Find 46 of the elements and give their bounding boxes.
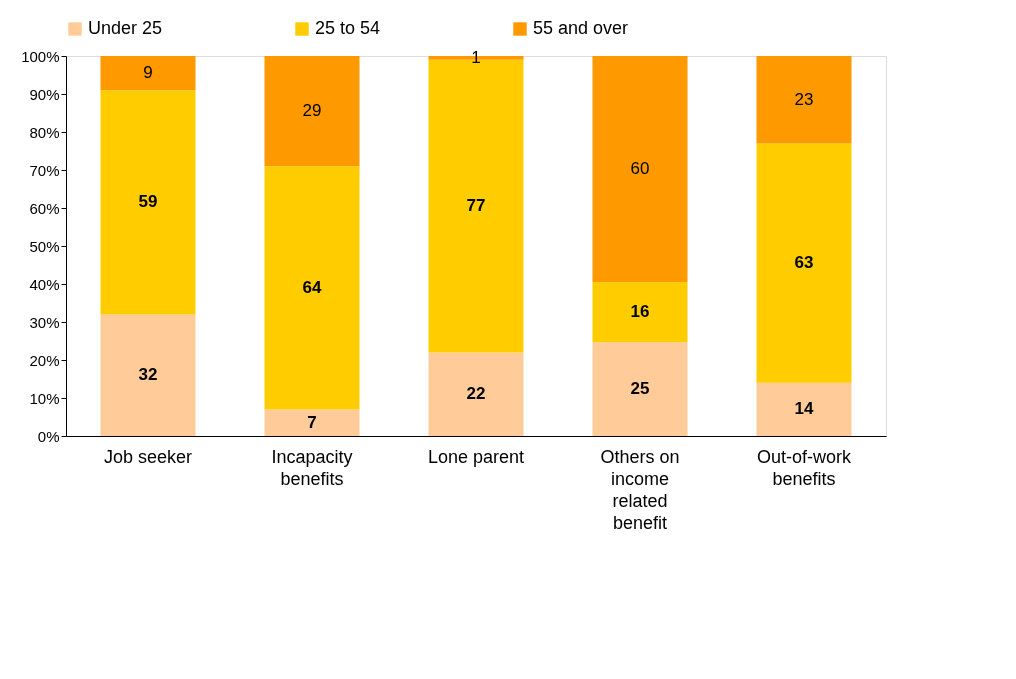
y-tick-label: 0% bbox=[37, 427, 60, 445]
y-tick-label: 20% bbox=[29, 351, 60, 369]
data-label: 25 bbox=[630, 379, 650, 399]
data-label: 16 bbox=[630, 302, 650, 322]
data-label: 7 bbox=[307, 412, 317, 432]
y-tick-label: 60% bbox=[29, 199, 60, 217]
data-label: 64 bbox=[302, 277, 322, 297]
y-tick-label: 50% bbox=[29, 237, 60, 255]
data-label: 14 bbox=[794, 399, 814, 419]
data-label: 77 bbox=[466, 196, 486, 216]
legend-label: Under 25 bbox=[88, 18, 163, 38]
y-tick-label: 70% bbox=[29, 161, 60, 179]
data-label: 32 bbox=[138, 365, 158, 385]
bar bbox=[756, 56, 852, 144]
y-tick-label: 40% bbox=[29, 275, 60, 293]
y-tick-label: 90% bbox=[29, 85, 60, 103]
bar bbox=[756, 143, 852, 383]
bar bbox=[264, 409, 360, 436]
data-label: 63 bbox=[794, 253, 814, 273]
bar bbox=[100, 314, 196, 436]
data-label: 29 bbox=[302, 101, 322, 121]
x-tick-label: Job seeker bbox=[103, 446, 193, 467]
y-tick-label: 10% bbox=[29, 389, 60, 407]
legend-label: 55 and over bbox=[533, 18, 629, 38]
bar bbox=[592, 56, 688, 283]
data-label: 60 bbox=[630, 159, 650, 179]
y-tick-label: 30% bbox=[29, 313, 60, 331]
bar bbox=[100, 56, 196, 91]
x-tick-label: Incapacity benefits bbox=[271, 446, 353, 489]
x-tick-label: Lone parent bbox=[427, 446, 525, 467]
x-tick-label: Others on income related benefit bbox=[600, 446, 680, 533]
data-label: 22 bbox=[466, 384, 486, 404]
y-tick-label: 100% bbox=[21, 47, 60, 65]
data-label: 23 bbox=[794, 89, 814, 109]
bar bbox=[756, 382, 852, 436]
bar bbox=[100, 90, 196, 315]
legend-label: 25 to 54 bbox=[315, 18, 381, 38]
bar bbox=[592, 342, 688, 436]
bar bbox=[264, 166, 360, 410]
bar bbox=[264, 56, 360, 167]
bar bbox=[592, 282, 688, 343]
data-label: 9 bbox=[143, 63, 153, 83]
bar bbox=[428, 352, 524, 436]
data-label: 59 bbox=[138, 192, 158, 212]
y-tick-label: 80% bbox=[29, 123, 60, 141]
x-tick-label: Out-of-work benefits bbox=[756, 446, 852, 489]
